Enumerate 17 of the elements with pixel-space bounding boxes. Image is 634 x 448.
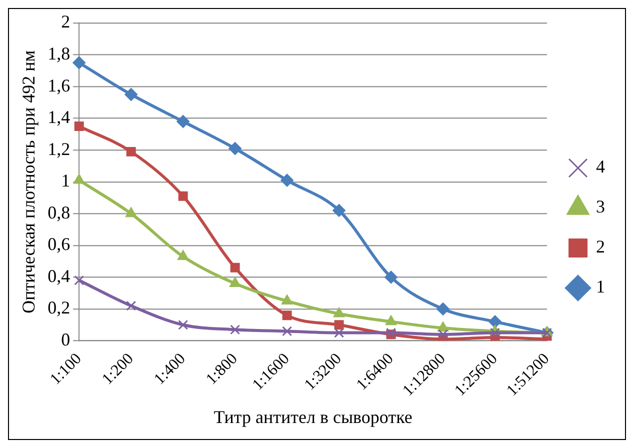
y-tick-label: 0,2: [48, 298, 70, 318]
x-axis-title: Титр антител в сыворотке: [214, 406, 412, 427]
legend-label: 4: [596, 156, 605, 177]
y-axis-title: Оптическая плотность при 492 нм: [18, 50, 39, 314]
y-tick-label: 1,8: [48, 44, 70, 64]
y-tick-label: 0,6: [48, 234, 70, 254]
legend-label: 3: [596, 196, 605, 217]
y-tick-label: 0,8: [48, 202, 70, 222]
legend-label: 1: [596, 276, 605, 297]
legend-label: 2: [596, 236, 605, 257]
y-tick-label: 1: [61, 170, 70, 191]
y-tick-label: 0: [61, 329, 70, 350]
y-tick-label: 1,6: [48, 75, 70, 96]
y-tick-label: 1,4: [48, 107, 70, 128]
y-tick-label: 2: [61, 12, 70, 32]
y-tick-label: 1,2: [48, 138, 70, 159]
y-tick-label: 0,4: [48, 266, 70, 286]
